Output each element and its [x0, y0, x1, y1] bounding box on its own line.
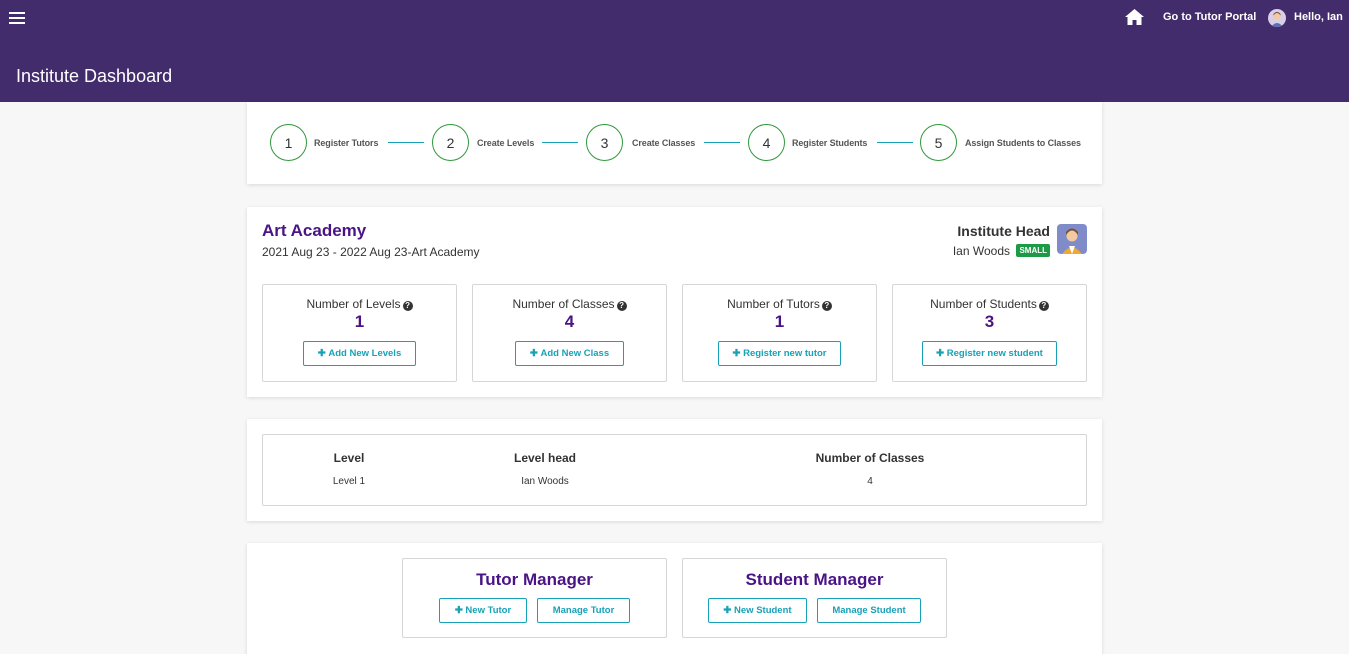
step-5-label[interactable]: Assign Students to Classes	[965, 138, 1081, 148]
stat-tutors: Number of Tutors? 1 ✚ Register new tutor	[682, 284, 877, 382]
stat-students-label: Number of Students?	[893, 297, 1086, 311]
manage-tutor-button[interactable]: Manage Tutor	[537, 598, 630, 623]
step-connector	[877, 142, 913, 143]
levels-card: Level Level head Number of Classes Level…	[247, 419, 1102, 521]
go-to-tutor-portal-link[interactable]: Go to Tutor Portal	[1163, 11, 1257, 23]
stat-tutors-label: Number of Tutors?	[683, 297, 876, 311]
institute-head-title: Institute Head	[957, 223, 1050, 239]
step-connector	[704, 142, 740, 143]
tutor-manager-panel: Tutor Manager ✚ New Tutor Manage Tutor	[402, 558, 667, 638]
hamburger-icon[interactable]	[9, 12, 25, 24]
step-1-circle[interactable]: 1	[270, 124, 307, 161]
plus-icon: ✚	[454, 605, 466, 616]
cell-level: Level 1	[332, 476, 366, 487]
stat-levels-label: Number of Levels?	[263, 297, 456, 311]
new-tutor-button[interactable]: ✚ New Tutor	[439, 598, 527, 623]
institute-name: Art Academy	[262, 221, 367, 240]
step-3-label[interactable]: Create Classes	[632, 138, 696, 148]
institute-head-name: Ian Woods	[952, 244, 1010, 258]
help-icon[interactable]: ?	[1038, 301, 1049, 311]
help-icon[interactable]: ?	[616, 301, 627, 311]
help-icon[interactable]: ?	[402, 301, 413, 311]
column-header-level-head: Level head	[513, 451, 577, 465]
manage-student-button[interactable]: Manage Student	[817, 598, 921, 623]
step-1-label[interactable]: Register Tutors	[314, 138, 379, 148]
column-header-number-of-classes: Number of Classes	[815, 451, 925, 465]
managers-card: Tutor Manager ✚ New Tutor Manage Tutor S…	[247, 543, 1102, 654]
plus-icon: ✚	[936, 348, 947, 359]
stat-classes-value: 4	[564, 312, 575, 331]
plus-icon: ✚	[529, 348, 541, 359]
cell-level-head: Ian Woods	[521, 476, 569, 487]
stat-students: Number of Students? 3 ✚ Register new stu…	[892, 284, 1087, 382]
page-title: Institute Dashboard	[16, 66, 173, 86]
step-connector	[542, 142, 578, 143]
cell-number-of-classes: 4	[867, 476, 873, 487]
stat-classes-label: Number of Classes?	[473, 297, 666, 311]
home-icon[interactable]	[1125, 9, 1144, 25]
setup-stepper: 1 Register Tutors 2 Create Levels 3 Crea…	[247, 102, 1102, 184]
stat-tutors-value: 1	[774, 312, 785, 331]
step-connector	[388, 142, 424, 143]
column-header-level: Level	[333, 451, 365, 465]
step-2-label[interactable]: Create Levels	[477, 138, 535, 148]
register-new-student-button[interactable]: ✚ Register new student	[922, 341, 1057, 366]
top-header: Go to Tutor Portal Hello, Ian Institute …	[0, 0, 1349, 102]
institute-card: Art Academy 2021 Aug 23 - 2022 Aug 23-Ar…	[247, 207, 1102, 397]
step-3-circle[interactable]: 3	[586, 124, 623, 161]
levels-table: Level Level head Number of Classes Level…	[262, 434, 1087, 506]
stat-classes: Number of Classes? 4 ✚ Add New Class	[472, 284, 667, 382]
step-2-circle[interactable]: 2	[432, 124, 469, 161]
step-4-label[interactable]: Register Students	[792, 138, 868, 148]
plus-icon: ✚	[723, 605, 735, 616]
help-icon[interactable]: ?	[821, 301, 832, 311]
stat-students-value: 3	[984, 312, 995, 331]
register-new-tutor-button[interactable]: ✚ Register new tutor	[718, 341, 841, 366]
user-greeting[interactable]: Hello, Ian	[1294, 11, 1343, 23]
plan-badge: SMALL	[1016, 244, 1050, 257]
student-manager-title: Student Manager	[745, 570, 884, 589]
institute-head-avatar	[1057, 224, 1087, 254]
step-5-circle[interactable]: 5	[920, 124, 957, 161]
stat-levels: Number of Levels? 1 ✚ Add New Levels	[262, 284, 457, 382]
plus-icon: ✚	[317, 348, 329, 359]
tutor-manager-title: Tutor Manager	[476, 570, 593, 589]
new-student-button[interactable]: ✚ New Student	[708, 598, 807, 623]
stat-levels-value: 1	[354, 312, 365, 331]
plus-icon: ✚	[732, 348, 744, 359]
user-avatar[interactable]	[1268, 9, 1286, 27]
add-new-levels-button[interactable]: ✚ Add New Levels	[303, 341, 416, 366]
step-4-circle[interactable]: 4	[748, 124, 785, 161]
institute-period: 2021 Aug 23 - 2022 Aug 23-Art Academy	[262, 245, 480, 259]
add-new-class-button[interactable]: ✚ Add New Class	[515, 341, 624, 366]
student-manager-panel: Student Manager ✚ New Student Manage Stu…	[682, 558, 947, 638]
